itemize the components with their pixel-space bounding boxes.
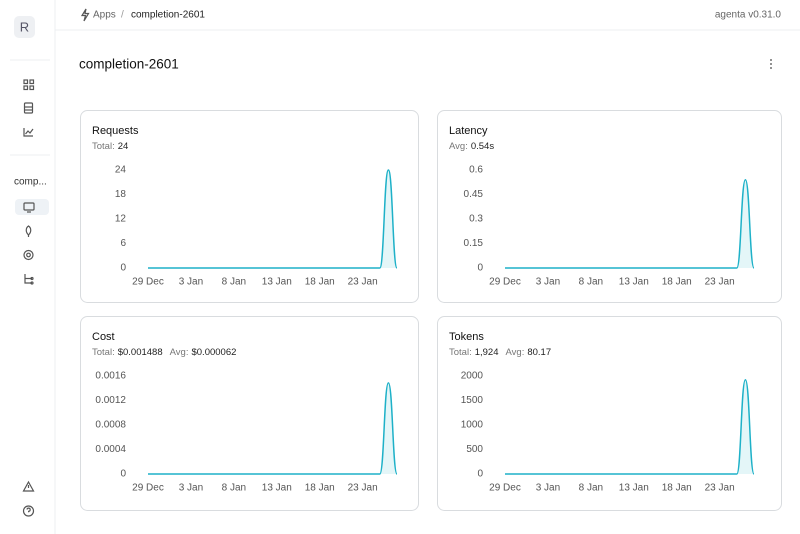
stat-value: $0.000062 [191,347,236,358]
x-tick-label: 8 Jan [579,277,603,288]
chart-title: Cost [92,331,115,343]
stat-label: Avg: [170,347,189,358]
chart-stats: Total: 24 [92,141,128,152]
x-tick-label: 13 Jan [262,483,292,494]
x-tick-label: 3 Jan [536,277,560,288]
x-tick-label: 3 Jan [179,483,203,494]
series-line [505,378,755,475]
stat-label: Total: [92,141,115,152]
y-tick-label: 0 [477,469,483,480]
y-tick-label: 0 [477,263,483,274]
y-tick-label: 6 [120,238,126,249]
x-tick-label: 8 Jan [222,483,246,494]
avatar[interactable]: R [20,19,29,34]
stat-label: Total: [449,347,472,358]
x-tick-label: 29 Dec [489,277,521,288]
series-line [148,382,398,475]
y-tick-label: 0.6 [469,165,483,176]
x-tick-label: 23 Jan [348,277,378,288]
x-tick-label: 29 Dec [132,483,164,494]
y-tick-label: 0.45 [464,189,484,200]
y-tick-label: 0 [120,469,126,480]
version: agenta v0.31.0 [715,10,782,21]
card [80,110,419,303]
x-tick-label: 8 Jan [222,277,246,288]
icon-traces[interactable] [24,274,34,285]
chart-title: Tokens [449,331,484,343]
chart-title: Requests [92,125,139,137]
stat-label: Avg: [506,347,525,358]
x-tick-label: 13 Jan [619,277,649,288]
series-line [505,179,755,269]
icon-apps[interactable] [23,79,35,91]
y-tick-label: 0.0008 [95,420,126,431]
stat-value: 1,924 [475,347,499,358]
x-tick-label: 23 Jan [348,483,378,494]
breadcrumb-separator: / [121,10,124,21]
card [437,316,782,511]
x-tick-label: 18 Jan [662,483,692,494]
icon-help[interactable] [22,505,35,517]
stat-label: Total: [92,347,115,358]
breadcrumb-current: completion-2601 [131,10,205,21]
y-tick-label: 18 [115,189,127,200]
nav-selected[interactable] [15,199,49,215]
stat-value: 0.54s [471,141,494,152]
icon-playground[interactable] [23,202,35,213]
y-tick-label: 0.15 [464,238,484,249]
icon-evaluation[interactable] [23,249,34,261]
series-line [148,169,398,269]
x-tick-label: 23 Jan [705,483,735,494]
x-tick-label: 18 Jan [662,277,692,288]
x-tick-label: 23 Jan [705,277,735,288]
icon-chart[interactable] [23,128,34,137]
stat-label: Avg: [449,141,468,152]
chart-card: Cost Total: $0.001488 Avg: $0.000062 0 0.0004 0… [80,316,419,511]
card [80,316,419,511]
icon-deploy[interactable] [25,225,32,237]
x-tick-label: 18 Jan [305,277,335,288]
chart-card: Latency Avg: 0.54s 0 0.15 0.3 0.45 0.6 29 Dec 3 J… [437,110,782,303]
chart-stats: Total: 1,924 Avg: 80.17 [449,347,551,358]
chart-stats: Total: $0.001488 Avg: $0.000062 [92,347,236,358]
app-short-name: comp... [14,177,47,188]
icon-alert[interactable] [22,480,35,492]
x-tick-label: 8 Jan [579,483,603,494]
icon-table[interactable] [23,102,34,114]
y-tick-label: 0.0016 [95,371,126,382]
y-tick-label: 0.3 [469,214,483,225]
y-tick-label: 0.0004 [95,444,126,455]
top-bar: Apps / completion-2601 agenta v0.31.0 [55,8,800,31]
stat-value: 24 [118,141,129,152]
stat-value: 80.17 [527,347,551,358]
x-tick-label: 29 Dec [132,277,164,288]
y-tick-label: 2000 [461,371,484,382]
y-tick-label: 0.0012 [95,395,126,406]
sidebar: R comp... [10,0,56,534]
page-title: completion-2601 [79,57,179,72]
chart-title: Latency [449,125,488,137]
card [437,110,782,303]
chart-card: Tokens Total: 1,924 Avg: 80.17 0 500 1000 1500 20… [437,316,782,511]
x-tick-label: 29 Dec [489,483,521,494]
avatar-bg[interactable] [14,16,35,38]
y-tick-label: 12 [115,214,127,225]
y-tick-label: 24 [115,165,127,176]
x-tick-label: 13 Jan [262,277,292,288]
x-tick-label: 13 Jan [619,483,649,494]
y-tick-label: 500 [466,444,483,455]
breadcrumb-root[interactable]: Apps [93,10,116,21]
x-tick-label: 3 Jan [179,277,203,288]
x-tick-label: 3 Jan [536,483,560,494]
stat-value: $0.001488 [118,347,163,358]
y-tick-label: 0 [120,263,126,274]
y-tick-label: 1000 [461,420,484,431]
y-tick-label: 1500 [461,395,484,406]
x-tick-label: 18 Jan [305,483,335,494]
more-menu[interactable] [770,59,772,69]
chart-stats: Avg: 0.54s [449,141,494,152]
icon-bolt [80,8,90,22]
